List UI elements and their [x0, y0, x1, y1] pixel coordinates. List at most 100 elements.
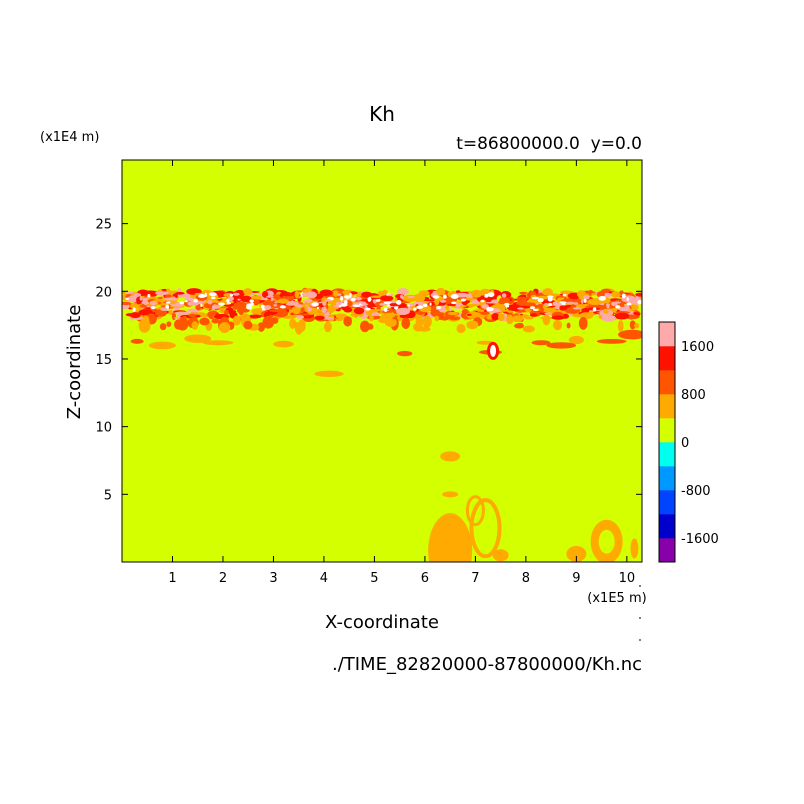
field-core — [322, 301, 327, 306]
field-cell — [466, 313, 472, 316]
field-core — [383, 307, 388, 312]
field-core — [306, 306, 313, 312]
field-cell — [448, 316, 461, 321]
plume — [630, 538, 639, 559]
field-filament — [298, 319, 306, 332]
x-tick-label: 3 — [269, 571, 277, 586]
field-cell — [122, 301, 132, 305]
field-cell — [544, 312, 553, 315]
plot-background — [122, 160, 642, 562]
colorbar-swatch — [659, 418, 675, 443]
field-core — [179, 301, 185, 305]
field-core — [279, 305, 286, 309]
field-cell — [370, 295, 382, 299]
field-core — [125, 297, 130, 301]
colorbar: -1600 -800 0 800 1600 — [658, 321, 719, 563]
field-core — [531, 296, 540, 300]
field-core — [344, 300, 348, 305]
field-patch — [618, 329, 642, 340]
field-core — [264, 304, 272, 310]
field-filament — [343, 316, 352, 327]
field-patch — [596, 338, 627, 344]
field-core — [554, 305, 560, 310]
field-core — [355, 296, 362, 301]
field-cell — [380, 295, 394, 302]
y-axis: 5 10 15 20 25 — [95, 218, 642, 503]
field-core — [606, 305, 610, 308]
field-core — [449, 308, 452, 312]
colorbar-label: 800 — [681, 388, 706, 403]
field-core — [562, 293, 567, 297]
field-core — [375, 298, 381, 302]
field-cell — [601, 314, 616, 322]
field-patch — [273, 340, 294, 348]
field-core — [350, 297, 356, 302]
field-core — [450, 294, 459, 299]
field-filament — [159, 323, 167, 331]
field-core — [517, 307, 524, 310]
field-cell — [463, 297, 477, 301]
field-cell — [491, 313, 500, 321]
field-cell — [250, 295, 263, 300]
field-patch — [490, 344, 497, 357]
field-core — [387, 304, 391, 307]
field-cell — [517, 302, 531, 305]
field-core — [211, 307, 215, 311]
field-filament — [324, 321, 332, 333]
field-core — [187, 301, 194, 306]
field-cell — [519, 291, 527, 295]
field-cell — [240, 295, 252, 303]
chart-subtitle: t=86800000.0 y=0.0 — [456, 134, 642, 154]
field-core — [290, 300, 294, 304]
field-core — [311, 302, 319, 307]
field-core — [583, 298, 587, 303]
field-filament — [262, 315, 275, 329]
x-tick-label: 10 — [619, 571, 636, 586]
field-filament — [199, 317, 210, 326]
field-core — [413, 307, 417, 311]
field-cell — [333, 290, 339, 297]
field-filament — [553, 319, 563, 331]
field-core — [160, 307, 168, 312]
field-core — [626, 297, 629, 301]
field-core — [553, 302, 562, 307]
field-core — [481, 304, 490, 309]
field-cell — [576, 290, 587, 298]
field-core — [504, 302, 510, 306]
field-cell — [248, 314, 262, 319]
field-cell — [412, 294, 426, 302]
field-core — [455, 302, 461, 308]
field-core — [305, 298, 313, 303]
field-filament — [578, 316, 588, 330]
field-core — [486, 307, 494, 312]
y-tick-label: 10 — [95, 421, 112, 436]
field-core — [143, 300, 148, 305]
lower-patches — [130, 329, 642, 378]
field-cell — [444, 304, 450, 311]
field-cell — [319, 292, 329, 296]
field-core — [530, 306, 535, 310]
field-filament — [359, 320, 370, 333]
field-cell — [455, 290, 461, 294]
field-cell — [236, 307, 244, 314]
field-core — [270, 297, 274, 302]
field-core — [386, 294, 395, 297]
field-core — [592, 307, 597, 312]
field-cell — [269, 309, 283, 313]
x-axis: 1 2 3 4 5 6 7 8 9 10 — [168, 160, 635, 586]
y-tick-label: 25 — [95, 218, 112, 233]
field-core — [246, 303, 252, 309]
field-patch — [184, 334, 212, 343]
field-core — [487, 292, 495, 298]
field-patch — [397, 350, 413, 357]
field-filament — [166, 321, 172, 327]
field-filament — [401, 317, 411, 329]
turbulent-layer — [122, 287, 642, 335]
field-cell — [559, 305, 568, 311]
field-core — [274, 301, 278, 304]
field-core — [368, 296, 372, 302]
field-cell — [399, 314, 413, 319]
field-core — [394, 306, 399, 310]
colorbar-swatch — [659, 490, 675, 515]
field-cell — [468, 316, 474, 319]
